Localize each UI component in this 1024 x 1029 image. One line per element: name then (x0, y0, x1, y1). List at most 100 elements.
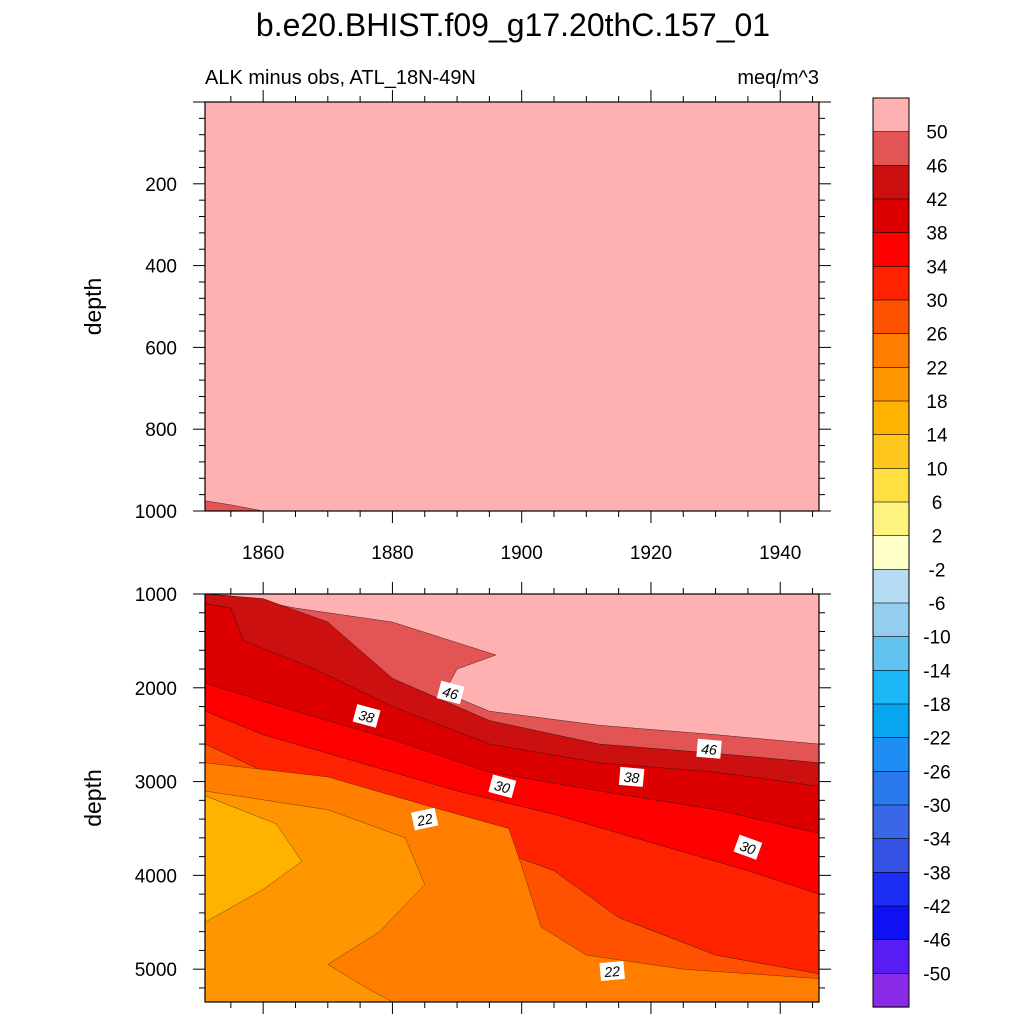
colorbar-label: -34 (923, 830, 951, 851)
upper-ticks: 1860 1880 1900 1920 1940 200 400 600 800 1000 (135, 90, 831, 564)
contour-label: 30 (733, 834, 763, 860)
colorbar-swatch (872, 602, 910, 638)
x-tick-label: 1900 (501, 543, 543, 564)
colorbar-swatch (872, 771, 910, 806)
upper-contour-band-1 (205, 500, 264, 511)
y-tick-label: 200 (145, 175, 177, 196)
colorbar-swatch (872, 703, 910, 739)
colorbar-swatch (872, 299, 910, 335)
y-tick-label: 2000 (135, 679, 177, 700)
colorbar-label: 30 (926, 291, 947, 312)
y-tick-label: 800 (145, 420, 177, 441)
colorbar-swatch (872, 501, 910, 537)
lower-frame (204, 593, 820, 1003)
colorbar-label: -22 (923, 729, 950, 750)
colorbar-label: 10 (926, 459, 947, 480)
contour-label: 22 (599, 960, 625, 982)
contour-label-text: 46 (701, 741, 718, 758)
colorbar-swatch (872, 737, 910, 772)
colorbar-label: 34 (926, 257, 948, 278)
colorbar-label: -50 (923, 964, 950, 985)
contour-label: 22 (411, 807, 439, 831)
colorbar-swatch (872, 939, 910, 974)
contour-label-text: 38 (357, 707, 376, 727)
contour-label-text: 22 (415, 810, 435, 829)
colorbar-label: 42 (926, 190, 947, 211)
contour-label-text: 22 (603, 963, 621, 980)
colorbar-label: -6 (929, 594, 946, 615)
contour-label: 30 (488, 774, 517, 799)
colorbar-swatch (872, 367, 910, 402)
colorbar-label: 18 (926, 392, 947, 413)
contour-label-bg (696, 738, 722, 759)
colorbar-label: -38 (923, 863, 950, 884)
chart-subtitle-right: meq/m^3 (737, 67, 819, 89)
colorbar-label: 46 (926, 156, 947, 177)
x-tick-label: 1940 (759, 543, 801, 564)
contour-label-text: 30 (738, 837, 758, 857)
lower-panel: 1000 2000 3000 4000 5000 depth 46 38 30 22 46 38 30 2… (80, 582, 831, 1014)
colorbar-label: -46 (923, 931, 950, 952)
colorbar-swatch (872, 400, 910, 436)
colorbar-swatch (872, 97, 910, 133)
y-tick-label: 1000 (135, 585, 177, 606)
contour-label: 46 (696, 738, 722, 759)
colorbar-swatch (872, 131, 910, 166)
contour-label-bg (599, 960, 625, 982)
colorbar-label: -26 (923, 762, 950, 783)
contour-label-bg (618, 766, 645, 787)
colorbar-swatch (872, 232, 910, 267)
lower-ticks: 1000 2000 3000 4000 5000 (135, 582, 831, 1014)
x-tick-label: 1920 (630, 543, 672, 564)
contour-label-text: 30 (493, 777, 512, 797)
colorbar-label: 38 (926, 224, 947, 245)
colorbar-swatch (872, 165, 910, 200)
colorbar-label: 22 (926, 358, 947, 379)
colorbar-swatch (872, 804, 910, 840)
contour-label: 38 (618, 766, 645, 787)
colorbar-label: -14 (923, 661, 951, 682)
lower-contour-fills (205, 594, 819, 1002)
colorbar-swatch (872, 872, 910, 907)
y-tick-label: 600 (145, 338, 177, 359)
lower-contour-band-9 (205, 795, 303, 923)
contour-label-bg (436, 680, 465, 705)
upper-y-axis-label: depth (80, 278, 106, 336)
colorbar-swatch (872, 198, 910, 234)
colorbar-swatch (872, 838, 910, 873)
upper-contour-band-0 (205, 102, 819, 511)
upper-panel: 1860 1880 1900 1920 1940 200 400 600 800 1000 dept… (80, 90, 831, 564)
x-tick-label: 1860 (242, 543, 284, 564)
contour-label-bg (488, 774, 517, 799)
colorbar-swatch (872, 266, 910, 301)
contour-label: 38 (352, 704, 381, 728)
chart-title: b.e20.BHIST.f09_g17.20thC.157_01 (256, 7, 770, 43)
colorbar-label: 14 (926, 426, 948, 447)
x-tick-label: 1880 (371, 543, 413, 564)
colorbar-swatch (872, 569, 910, 604)
colorbar-swatch (872, 973, 910, 1008)
colorbar-label: -42 (923, 897, 950, 918)
upper-contour-fills (205, 102, 819, 511)
contour-label-text: 38 (623, 769, 640, 786)
colorbar-label: -2 (929, 560, 946, 581)
lower-y-axis-label: depth (80, 769, 106, 827)
colorbar-swatch (872, 670, 910, 705)
colorbar-label: -18 (923, 695, 950, 716)
contour-label: 46 (436, 680, 465, 705)
colorbar-label: 2 (932, 527, 943, 548)
colorbar-swatch (872, 468, 910, 503)
upper-frame (204, 101, 820, 512)
colorbar-label: -30 (923, 796, 950, 817)
chart-subtitle-left: ALK minus obs, ATL_18N-49N (205, 67, 476, 89)
y-tick-label: 1000 (135, 502, 177, 523)
colorbar-label: -10 (923, 628, 950, 649)
colorbar-frame (872, 97, 910, 1008)
colorbar-label: 50 (926, 123, 947, 144)
colorbar: 50 46 42 38 34 30 26 22 18 14 10 6 2 -2 -6 -10 -14 -18 -22… (872, 97, 951, 1008)
y-tick-label: 400 (145, 257, 177, 278)
y-tick-label: 5000 (135, 960, 177, 981)
contour-label-bg (733, 834, 763, 860)
